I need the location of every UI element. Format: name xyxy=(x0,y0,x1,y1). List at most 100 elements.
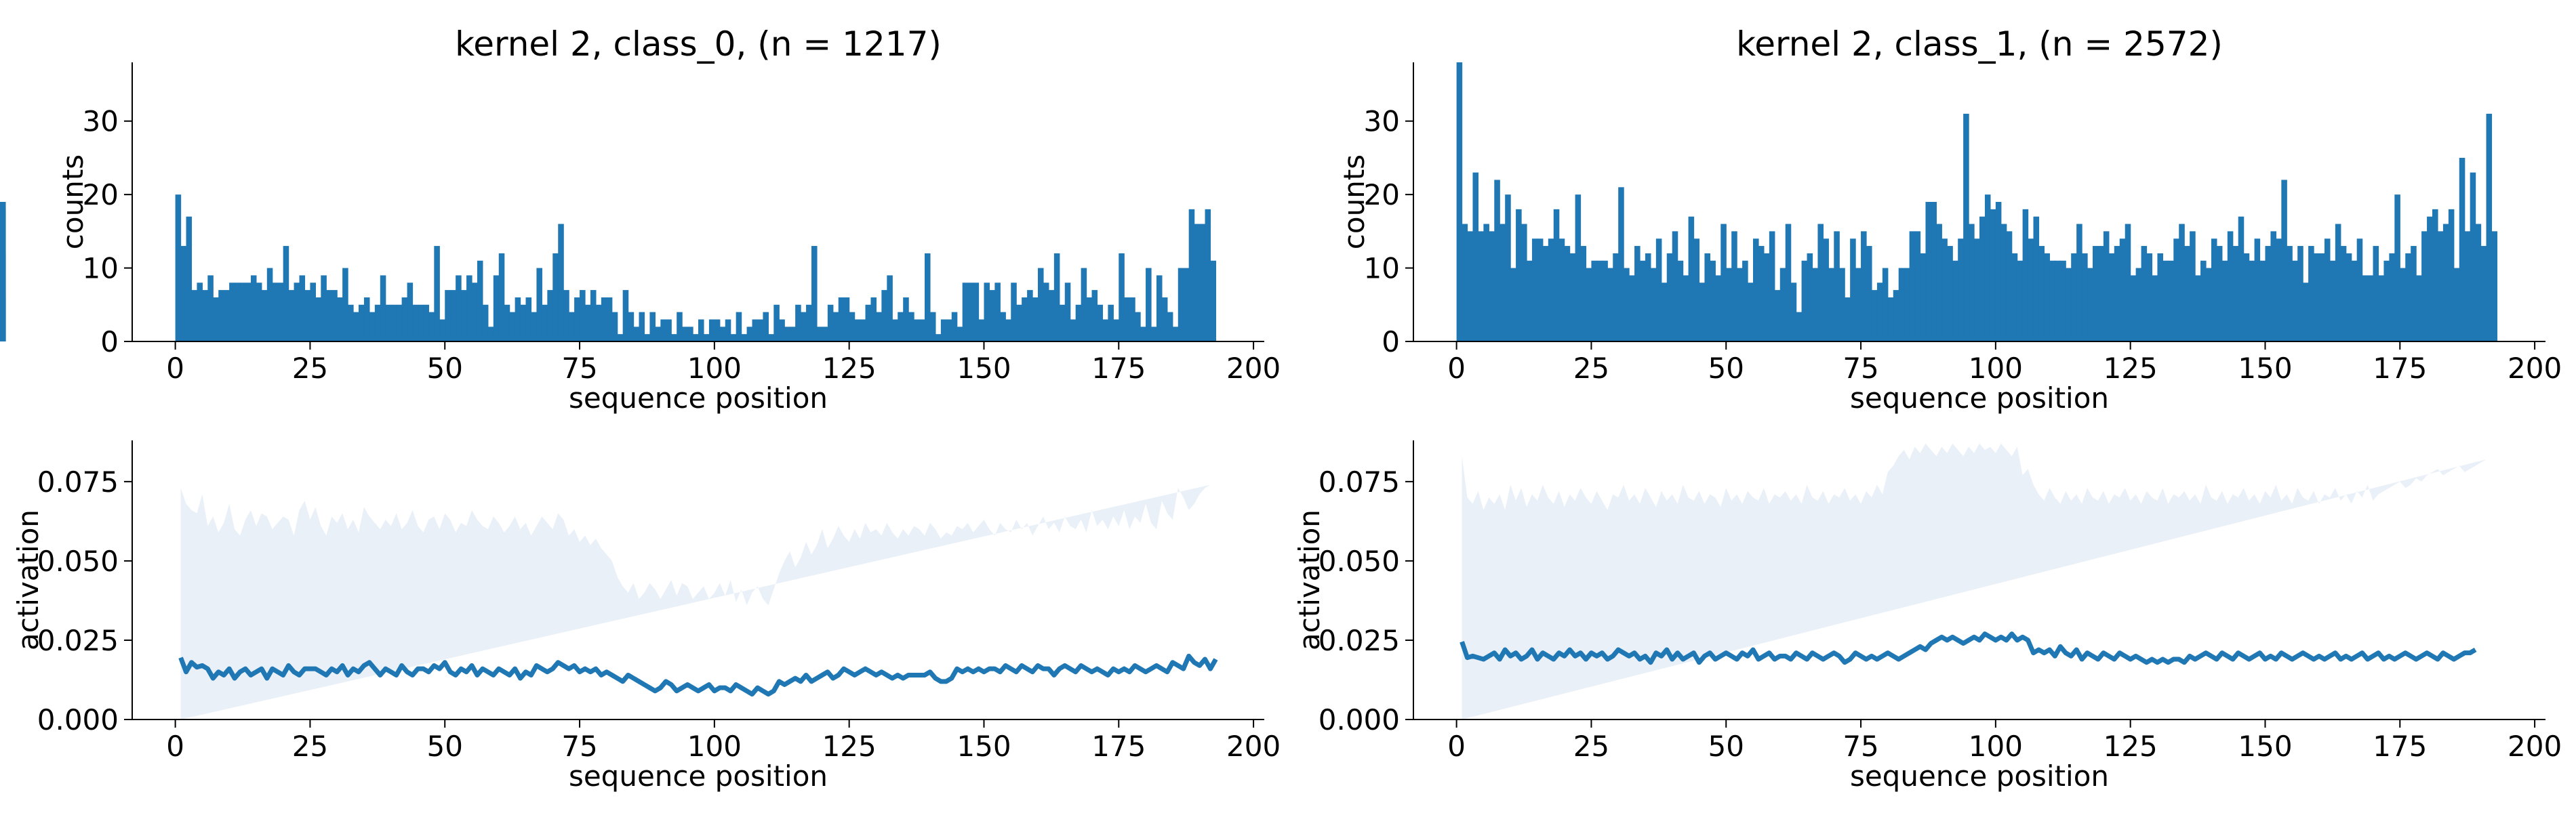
bar xyxy=(326,290,332,341)
bar xyxy=(418,304,424,341)
bar xyxy=(1537,238,1544,341)
bar xyxy=(973,283,980,341)
bar xyxy=(703,334,710,341)
bar xyxy=(525,297,532,341)
bar xyxy=(1629,275,1635,341)
bar xyxy=(224,290,230,341)
bar xyxy=(2097,246,2104,341)
bar xyxy=(1693,238,1700,341)
bar xyxy=(925,253,931,341)
x-tick-label: 0 xyxy=(166,730,184,763)
x-tick-label: 100 xyxy=(1969,730,2023,763)
bar xyxy=(380,275,386,341)
bar xyxy=(957,327,963,341)
bar xyxy=(2486,113,2493,341)
bar xyxy=(1564,246,1571,341)
bar xyxy=(2383,260,2390,341)
chart-panel-0: 0 25 50 75 100 125 150 175 200 0 10 20 30 sequence po… xyxy=(0,24,1281,415)
bar xyxy=(1947,246,1953,341)
bar xyxy=(1904,268,1910,341)
bar xyxy=(2216,246,2223,341)
x-tick-label: 200 xyxy=(1226,730,1281,763)
bar xyxy=(2033,216,2040,341)
bar xyxy=(1887,297,1894,341)
bar xyxy=(2319,253,2325,341)
bar xyxy=(1909,231,1916,341)
y-tick-label: 0.050 xyxy=(1319,545,1400,578)
bar xyxy=(984,283,990,341)
bar xyxy=(1866,246,1872,341)
y-tick-label: 0.075 xyxy=(1319,465,1400,499)
bar xyxy=(1553,209,1560,341)
bar xyxy=(359,304,365,341)
bar xyxy=(1624,268,1630,341)
bar xyxy=(569,312,575,341)
bar xyxy=(1661,283,1668,341)
bar xyxy=(752,319,759,341)
bar xyxy=(617,334,624,341)
bar xyxy=(1000,312,1006,341)
bar xyxy=(2076,224,2082,341)
bar xyxy=(1569,253,1576,341)
bar xyxy=(1737,268,1743,341)
bar xyxy=(1715,275,1721,341)
bar xyxy=(2329,260,2336,341)
bar xyxy=(1812,268,1819,341)
bar xyxy=(849,312,856,341)
y-axis-label: activation xyxy=(12,509,45,650)
bar xyxy=(908,312,914,341)
bar xyxy=(1113,319,1119,341)
activation-band xyxy=(1462,443,2487,720)
bar xyxy=(2017,260,2024,341)
bar xyxy=(790,327,796,341)
bar xyxy=(1183,268,1190,341)
bar xyxy=(2179,224,2185,341)
bar xyxy=(628,312,635,341)
y-axis-label: counts xyxy=(56,154,89,249)
bar xyxy=(1500,224,1506,341)
bar xyxy=(2442,224,2449,341)
x-tick-label: 100 xyxy=(687,352,742,385)
bar xyxy=(2400,268,2406,341)
bar xyxy=(962,283,969,341)
bar xyxy=(1102,319,1108,341)
bar xyxy=(1081,268,1087,341)
bars xyxy=(1456,62,2498,341)
bar xyxy=(2464,231,2471,341)
x-tick-label: 125 xyxy=(822,352,877,385)
bar xyxy=(1167,312,1173,341)
bar xyxy=(2287,246,2293,341)
bar xyxy=(1882,268,1889,341)
bar xyxy=(2211,238,2217,341)
bar xyxy=(1618,187,1624,341)
bar xyxy=(1199,224,1206,341)
bar xyxy=(644,334,651,341)
bar xyxy=(552,253,559,341)
bar xyxy=(2362,275,2369,341)
bar xyxy=(1489,231,1495,341)
bar xyxy=(633,327,640,341)
bar xyxy=(946,319,952,341)
bar xyxy=(1580,246,1587,341)
bar xyxy=(660,319,666,341)
bar xyxy=(773,304,780,341)
bar xyxy=(693,334,699,341)
y-tick-label: 0 xyxy=(1382,325,1400,358)
bar xyxy=(191,290,198,341)
bar xyxy=(903,297,909,341)
x-tick-label: 100 xyxy=(1969,352,2023,385)
x-axis-label: sequence position xyxy=(569,381,828,415)
bar xyxy=(277,283,284,341)
bar xyxy=(218,290,224,341)
bars xyxy=(0,194,1217,341)
x-tick-label: 125 xyxy=(2104,352,2158,385)
bar xyxy=(2130,275,2137,341)
y-axis-label: activation xyxy=(1293,509,1326,650)
bar xyxy=(1205,209,1211,341)
bar xyxy=(1823,238,1829,341)
bar xyxy=(1790,283,1797,341)
bar xyxy=(2265,246,2272,341)
bar xyxy=(2055,260,2061,341)
bar xyxy=(2195,275,2201,341)
